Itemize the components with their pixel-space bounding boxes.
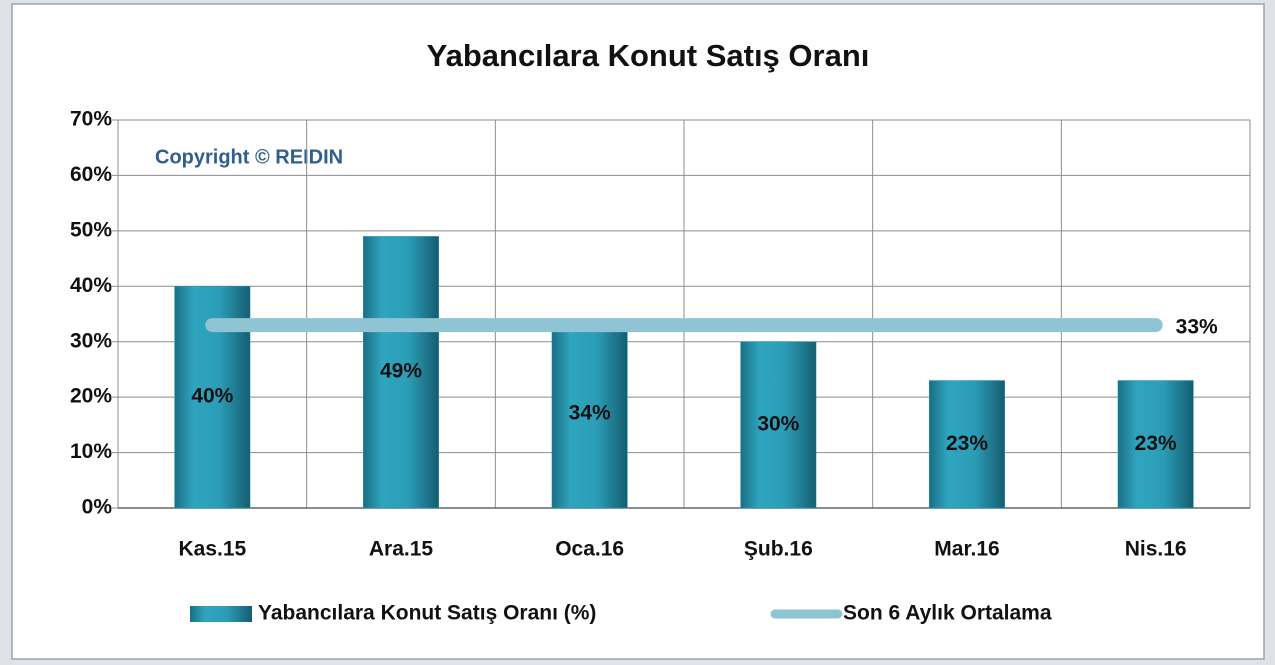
data-label: 23% bbox=[1135, 432, 1177, 455]
x-tick-label: Oca.16 bbox=[555, 538, 624, 561]
bar bbox=[551, 319, 628, 509]
y-tick-label: 0% bbox=[82, 496, 113, 519]
x-tick-label: Ara.15 bbox=[369, 538, 434, 561]
x-tick-label: Şub.16 bbox=[744, 538, 813, 561]
data-label: 23% bbox=[946, 432, 988, 455]
data-label: 33% bbox=[1176, 316, 1218, 339]
annotation: Copyright © REIDIN bbox=[155, 146, 343, 168]
y-tick-label: 70% bbox=[70, 108, 112, 131]
y-tick-label: 10% bbox=[70, 440, 112, 463]
data-label: 34% bbox=[569, 401, 611, 424]
y-tick-label: 50% bbox=[70, 218, 112, 241]
legend-label: Yabancılara Konut Satış Oranı (%) bbox=[258, 602, 596, 625]
bar bbox=[740, 341, 817, 509]
legend-label: Son 6 Aylık Ortalama bbox=[843, 602, 1052, 625]
y-tick-label: 30% bbox=[70, 329, 112, 352]
bar bbox=[929, 380, 1005, 509]
y-tick-label: 40% bbox=[70, 274, 112, 297]
data-label: 49% bbox=[380, 360, 422, 383]
x-tick-label: Mar.16 bbox=[934, 538, 999, 561]
x-tick-label: Nis.16 bbox=[1125, 538, 1187, 561]
x-tick-label: Kas.15 bbox=[178, 538, 246, 561]
y-tick-label: 20% bbox=[70, 385, 112, 408]
chart-title: Yabancılara Konut Satış Oranı bbox=[427, 38, 870, 73]
legend-swatch bbox=[190, 606, 252, 622]
data-label: 40% bbox=[191, 385, 233, 408]
data-label: 30% bbox=[757, 412, 799, 435]
bar bbox=[1117, 380, 1194, 509]
y-tick-label: 60% bbox=[70, 163, 112, 186]
bar bbox=[363, 236, 439, 509]
